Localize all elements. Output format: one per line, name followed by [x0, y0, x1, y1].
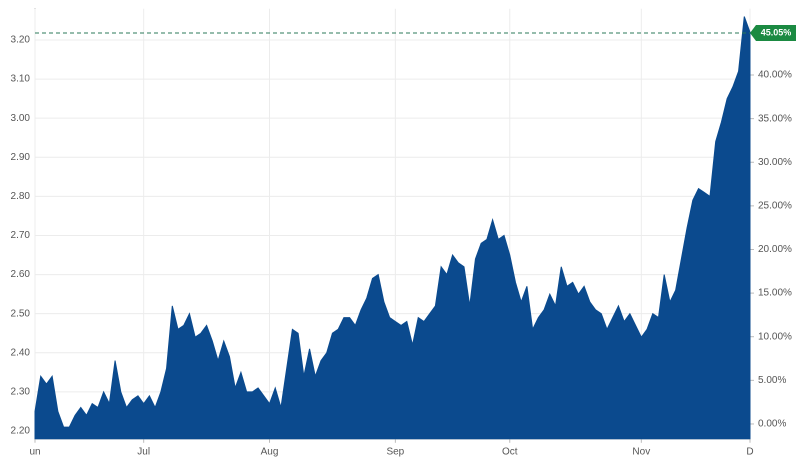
y2-tick-label: 5.00%	[758, 375, 786, 386]
y2-tick-label: 10.00%	[758, 331, 792, 342]
y2-tick-label: 35.00%	[758, 113, 792, 124]
y-tick-label: 2.50	[11, 308, 31, 319]
y2-tick-label: 20.00%	[758, 244, 792, 255]
x-tick-label: Oct	[502, 447, 518, 458]
y-tick-label: 3.10	[11, 74, 31, 85]
x-tick-label: Nov	[632, 447, 650, 458]
y-tick-label: 3.00	[11, 113, 31, 124]
y-tick-label: 2.60	[11, 269, 31, 280]
y2-tick-label: 25.00%	[758, 201, 792, 212]
area	[34, 16, 751, 440]
x-tick-label: D	[746, 447, 753, 458]
reference-label: 45.05%	[761, 27, 792, 37]
y2-tick-label: 30.00%	[758, 157, 792, 168]
y2-tick-label: 15.00%	[758, 288, 792, 299]
y2-tick-label: 0.00%	[758, 419, 786, 430]
y-tick-label: 3.20	[11, 35, 31, 46]
y-tick-label: 2.30	[11, 387, 31, 398]
y-tick-label: 2.40	[11, 347, 31, 358]
x-tick-label: Aug	[261, 447, 279, 458]
grid	[34, 8, 751, 439]
x-tick-label: Sep	[386, 447, 404, 458]
y-tick-label: 2.80	[11, 191, 31, 202]
y-tick-label: 2.20	[11, 426, 31, 437]
x-tick-label: un	[29, 447, 40, 458]
x-tick-label: Jul	[137, 447, 150, 458]
y-tick-label: 2.70	[11, 230, 31, 241]
y-tick-label: 2.90	[11, 152, 31, 163]
y2-tick-label: 40.00%	[758, 70, 792, 81]
reference-badge	[750, 24, 796, 41]
